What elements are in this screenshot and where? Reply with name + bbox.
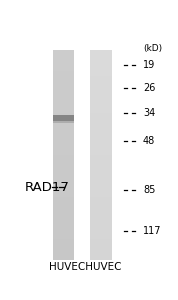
Bar <box>90 60 112 66</box>
Text: 85: 85 <box>143 184 155 195</box>
Bar <box>90 97 112 103</box>
Bar <box>53 244 74 250</box>
Text: 26: 26 <box>143 83 155 93</box>
Bar <box>90 213 112 218</box>
Bar <box>90 50 112 55</box>
Bar <box>53 218 74 224</box>
Bar <box>90 255 112 260</box>
Bar <box>90 197 112 203</box>
Bar <box>53 255 74 260</box>
Bar <box>53 223 74 229</box>
Bar <box>90 208 112 213</box>
Bar <box>53 202 74 208</box>
Bar <box>90 250 112 255</box>
Bar <box>53 76 74 82</box>
Bar <box>90 134 112 140</box>
Text: 34: 34 <box>143 108 155 118</box>
Bar <box>53 71 74 76</box>
Bar <box>90 181 112 187</box>
Bar <box>53 234 74 239</box>
Bar <box>90 171 112 176</box>
Bar <box>53 87 74 92</box>
Text: (kD): (kD) <box>143 44 162 53</box>
Bar <box>53 192 74 197</box>
Bar <box>53 116 74 121</box>
Bar <box>53 187 74 192</box>
Bar <box>90 202 112 208</box>
Bar <box>53 150 74 155</box>
Bar <box>90 187 112 192</box>
Bar <box>90 145 112 150</box>
Text: RAD17: RAD17 <box>25 181 70 194</box>
Bar <box>90 223 112 229</box>
Bar <box>53 139 74 145</box>
Bar <box>53 239 74 244</box>
Bar <box>90 176 112 182</box>
Bar <box>53 197 74 203</box>
Bar <box>53 97 74 103</box>
Bar <box>90 76 112 82</box>
Bar <box>53 102 74 108</box>
Text: HUVECHUVEC: HUVECHUVEC <box>49 262 122 272</box>
Bar <box>53 92 74 98</box>
Bar <box>53 118 74 124</box>
Text: 117: 117 <box>143 226 161 236</box>
Bar <box>90 160 112 166</box>
Bar <box>90 55 112 61</box>
Bar <box>90 129 112 134</box>
Bar <box>90 234 112 239</box>
Bar <box>53 229 74 234</box>
Text: 48: 48 <box>143 136 155 146</box>
Bar <box>90 229 112 234</box>
Bar <box>53 113 74 118</box>
Bar <box>53 171 74 176</box>
Bar <box>53 66 74 71</box>
Bar <box>90 71 112 76</box>
Bar <box>90 66 112 71</box>
Bar <box>90 218 112 224</box>
Bar <box>53 60 74 66</box>
Bar <box>53 81 74 87</box>
Bar <box>90 139 112 145</box>
Bar <box>90 192 112 197</box>
Bar <box>90 81 112 87</box>
Bar <box>53 134 74 140</box>
Bar <box>53 208 74 213</box>
Bar <box>53 213 74 218</box>
Bar <box>53 123 74 129</box>
Bar <box>90 87 112 92</box>
Text: 19: 19 <box>143 60 155 70</box>
Bar <box>90 123 112 129</box>
Bar <box>53 176 74 182</box>
Bar <box>90 166 112 171</box>
Bar <box>53 160 74 166</box>
Bar <box>53 121 74 123</box>
Bar <box>90 113 112 118</box>
Bar <box>53 181 74 187</box>
Bar <box>53 166 74 171</box>
Bar <box>53 129 74 134</box>
Bar <box>53 145 74 150</box>
Bar <box>90 155 112 160</box>
Bar <box>90 102 112 108</box>
Bar <box>90 92 112 98</box>
Bar <box>90 239 112 244</box>
Bar <box>53 155 74 160</box>
Bar <box>90 150 112 155</box>
Bar <box>53 250 74 255</box>
Bar <box>53 50 74 55</box>
Bar <box>90 118 112 124</box>
Bar <box>90 108 112 113</box>
Bar <box>53 55 74 61</box>
Bar <box>53 108 74 113</box>
Bar <box>90 244 112 250</box>
